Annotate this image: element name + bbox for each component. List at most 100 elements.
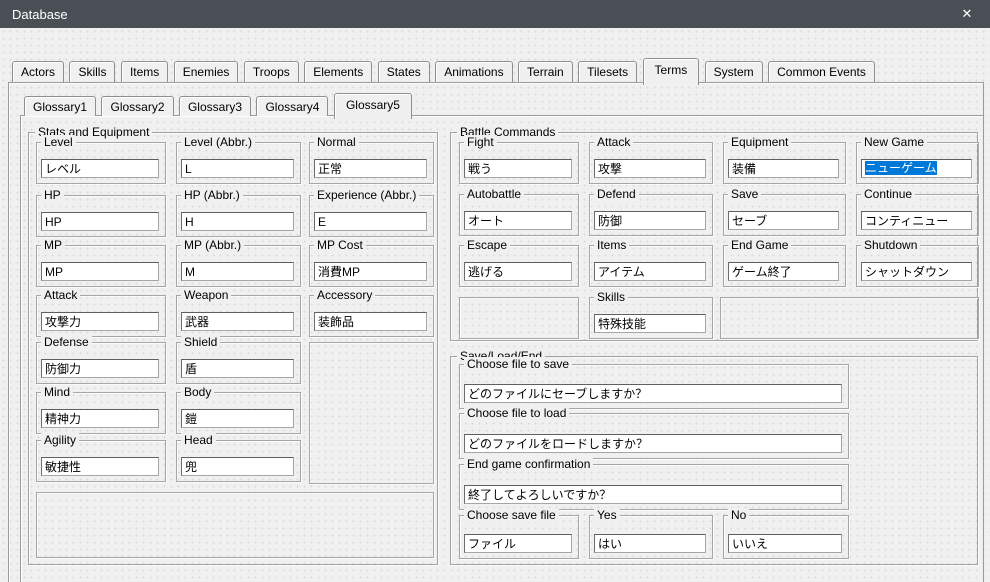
field-label: Equipment [728, 135, 792, 149]
field-yes: Yes [589, 508, 713, 559]
field-label: HP (Abbr.) [181, 188, 243, 202]
head-input[interactable] [181, 457, 294, 476]
field-skills: Skills [589, 290, 713, 339]
mp-abbr-input[interactable] [181, 262, 294, 281]
field-label: Fight [464, 135, 497, 149]
end-game-confirmation-input[interactable] [464, 485, 842, 504]
level-abbr-input[interactable] [181, 159, 294, 178]
field-items: Items [589, 238, 713, 287]
field-label: End Game [728, 238, 792, 252]
close-icon[interactable]: ✕ [961, 6, 973, 21]
field-choose-file-to-save: Choose file to save [459, 357, 849, 409]
hp-abbr-input[interactable] [181, 212, 294, 231]
fight-input[interactable] [464, 159, 572, 178]
attack-command-input[interactable] [594, 159, 706, 178]
agility-input[interactable] [41, 457, 159, 476]
field-defend: Defend [589, 187, 713, 236]
body-input[interactable] [181, 409, 294, 428]
field-label: Items [594, 238, 630, 252]
level-input[interactable] [41, 159, 159, 178]
field-mind: Mind [36, 385, 166, 434]
field-label: Mind [41, 385, 74, 399]
equipment-input[interactable] [728, 159, 839, 178]
shield-input[interactable] [181, 359, 294, 378]
main-tab-strip: Actors Skills Items Enemies Troops Eleme… [12, 58, 876, 88]
stats-and-equipment-group: Stats and Equipment Level Level (Abbr.) … [28, 125, 438, 565]
field-label: Shutdown [861, 238, 921, 252]
tab-glossary2[interactable]: Glossary2 [101, 96, 174, 116]
field-shutdown: Shutdown [856, 238, 979, 287]
continue-input[interactable] [861, 211, 972, 230]
tab-actors[interactable]: Actors [12, 61, 65, 82]
no-input[interactable] [728, 534, 842, 553]
defense-input[interactable] [41, 359, 159, 378]
tab-glossary5[interactable]: Glossary5 [333, 93, 412, 119]
tab-glossary3[interactable]: Glossary3 [178, 96, 251, 116]
field-label: New Game [861, 135, 928, 149]
field-mp-cost: MP Cost [309, 238, 434, 287]
field-label: Defense [41, 335, 92, 349]
title-bar: Database ✕ [0, 0, 990, 28]
tab-glossary1[interactable]: Glossary1 [24, 96, 97, 116]
field-label: No [728, 508, 750, 522]
choose-save-file-input[interactable] [464, 534, 572, 553]
autobattle-input[interactable] [464, 211, 572, 230]
field-choose-save-file: Choose save file [459, 508, 579, 559]
field-accessory: Accessory [309, 288, 434, 337]
choose-file-to-load-input[interactable] [464, 434, 842, 453]
field-new-game: New Game ニューゲーム [856, 135, 979, 184]
choose-file-to-save-input[interactable] [464, 384, 842, 403]
shutdown-input[interactable] [861, 262, 972, 281]
tab-troops[interactable]: Troops [243, 61, 299, 82]
field-hp: HP [36, 188, 166, 237]
tab-elements[interactable]: Elements [304, 61, 373, 82]
field-label: MP (Abbr.) [181, 238, 245, 252]
skills-input[interactable] [594, 314, 706, 333]
tab-glossary4[interactable]: Glossary4 [256, 96, 329, 116]
field-agility: Agility [36, 433, 166, 482]
mp-input[interactable] [41, 262, 159, 281]
field-label: HP [41, 188, 64, 202]
field-label: Save [728, 187, 762, 201]
tab-tilesets[interactable]: Tilesets [578, 61, 638, 82]
field-mp: MP [36, 238, 166, 287]
field-body: Body [176, 385, 301, 434]
escape-input[interactable] [464, 262, 572, 281]
field-escape: Escape [459, 238, 579, 287]
tab-system[interactable]: System [704, 61, 763, 82]
field-fight: Fight [459, 135, 579, 184]
tab-enemies[interactable]: Enemies [173, 61, 239, 82]
end-game-input[interactable] [728, 262, 839, 281]
tab-skills[interactable]: Skills [69, 61, 116, 82]
attack-input[interactable] [41, 312, 159, 331]
weapon-input[interactable] [181, 312, 294, 331]
field-continue: Continue [856, 187, 979, 236]
mind-input[interactable] [41, 409, 159, 428]
field-label: MP [41, 238, 65, 252]
defend-input[interactable] [594, 211, 706, 230]
normal-input[interactable] [314, 159, 427, 178]
field-label: MP Cost [314, 238, 366, 252]
tab-terms[interactable]: Terms [642, 58, 700, 85]
tab-terrain[interactable]: Terrain [518, 61, 573, 82]
field-label: Choose file to load [464, 406, 570, 420]
new-game-input[interactable]: ニューゲーム [861, 159, 972, 178]
tab-states[interactable]: States [377, 61, 430, 82]
field-level: Level [36, 135, 166, 184]
field-label: Escape [464, 238, 511, 252]
tab-items[interactable]: Items [120, 61, 169, 82]
items-input[interactable] [594, 262, 706, 281]
hp-input[interactable] [41, 212, 159, 231]
empty-groupbox [309, 342, 434, 484]
tab-animations[interactable]: Animations [435, 61, 513, 82]
accessory-input[interactable] [314, 312, 427, 331]
yes-input[interactable] [594, 534, 706, 553]
field-label: Choose file to save [464, 357, 573, 371]
tab-common-events[interactable]: Common Events [768, 61, 875, 82]
field-label: Experience (Abbr.) [314, 188, 420, 202]
save-input[interactable] [728, 211, 839, 230]
field-attack: Attack [36, 288, 166, 337]
mp-cost-input[interactable] [314, 262, 427, 281]
field-label: Normal [314, 135, 359, 149]
experience-abbr-input[interactable] [314, 212, 427, 231]
